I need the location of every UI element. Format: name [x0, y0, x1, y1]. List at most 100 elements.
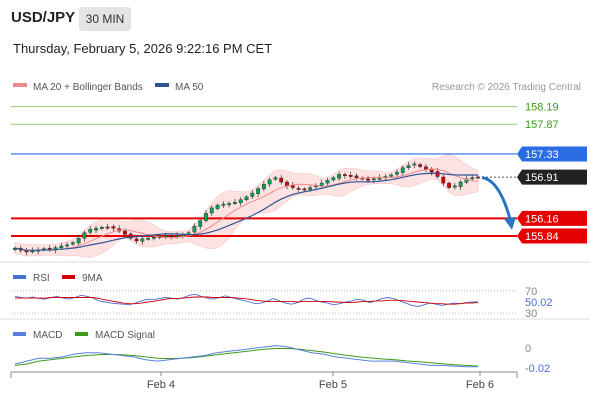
- x-tick-label: Feb 4: [147, 379, 175, 391]
- candle-body: [192, 225, 197, 233]
- timeframe-badge[interactable]: 30 MIN: [79, 7, 131, 31]
- candle-body: [366, 178, 370, 181]
- level-label-158-19: 158.19: [525, 102, 559, 114]
- candle-body: [441, 176, 446, 184]
- candle-body: [244, 196, 249, 200]
- candle-body: [470, 177, 475, 180]
- rsi-tick-70: 70: [525, 286, 537, 298]
- candles-group: [13, 161, 480, 256]
- candle-body: [123, 230, 127, 235]
- legend-swatch-ma50: [155, 83, 169, 87]
- candle-body: [418, 164, 423, 167]
- candle-body: [319, 182, 324, 186]
- macd-tick-0: 0: [525, 343, 531, 355]
- chart-header: USD/JPY 30 MIN: [0, 0, 590, 38]
- candle-body: [447, 182, 451, 188]
- candle-body: [140, 238, 145, 242]
- credit-text: Research © 2026 Trading Central: [432, 82, 581, 93]
- candle-body: [279, 177, 284, 183]
- x-tick-label: Feb 5: [319, 379, 347, 391]
- legend-label-macd: MACD: [33, 330, 62, 341]
- candle-body: [99, 227, 104, 229]
- candle-body: [261, 184, 266, 190]
- candle-body: [151, 236, 156, 239]
- legend-swatch-rsi-ma: [62, 275, 75, 279]
- candle-body: [400, 167, 405, 173]
- candle-body: [233, 202, 237, 204]
- candle-body: [198, 220, 203, 227]
- candle-body: [30, 250, 35, 253]
- candle-body: [88, 229, 93, 233]
- candle-body: [82, 232, 87, 239]
- candle-body: [348, 175, 353, 177]
- ma20-line: [14, 168, 479, 251]
- candle-body: [175, 235, 179, 237]
- candle-body: [337, 174, 341, 179]
- candle-body: [331, 177, 336, 181]
- candle-body: [221, 203, 226, 206]
- legend-label-rsi: RSI: [33, 273, 50, 284]
- macd-signal-line: [14, 348, 479, 367]
- candle-body: [371, 178, 376, 181]
- level-tag-156-16: [517, 210, 587, 226]
- candle-body: [209, 207, 214, 214]
- candle-body: [134, 238, 139, 242]
- candle-body: [180, 234, 185, 237]
- macd-current-label: -0.02: [525, 363, 550, 375]
- level-label-157-87: 157.87: [525, 119, 559, 131]
- candle-body: [342, 174, 347, 176]
- legend-swatch-rsi: [13, 275, 26, 279]
- candle-body: [395, 171, 399, 175]
- candle-body: [169, 235, 174, 237]
- forecast-arrow-shaft: [481, 176, 512, 220]
- candle-body: [215, 204, 220, 209]
- candle-body: [389, 174, 394, 177]
- candle-body: [256, 188, 260, 194]
- ma50-line: [14, 172, 478, 251]
- candle-body: [267, 179, 272, 185]
- candle-body: [273, 177, 278, 180]
- candle-body: [296, 188, 301, 190]
- candle-body: [227, 203, 232, 205]
- candle-body: [464, 178, 469, 183]
- macd-line: [14, 345, 478, 368]
- level-tag-155-84: [517, 228, 587, 244]
- legend-swatch-ma20: [13, 83, 27, 87]
- candle-body: [325, 180, 330, 184]
- candle-body: [204, 213, 208, 221]
- candle-body: [105, 226, 110, 229]
- candle-body: [76, 238, 81, 244]
- rsi-tick-30: 30: [525, 308, 537, 320]
- candle-body: [290, 185, 295, 188]
- candle-body: [458, 181, 463, 187]
- current-price-tag: [517, 169, 587, 185]
- candle-body: [128, 233, 133, 239]
- level-label-157-33: 157.33: [525, 149, 559, 161]
- rsi-current-label: 50.02: [525, 297, 553, 309]
- candle-body: [146, 238, 151, 240]
- rsi-line: [14, 293, 478, 307]
- legend-label-ma20: MA 20 + Bollinger Bands: [33, 82, 143, 93]
- legend-swatch-macd-signal: [75, 332, 88, 336]
- candle-body: [452, 185, 457, 188]
- candle-body: [65, 244, 69, 247]
- level-label-156-16: 156.16: [525, 213, 559, 225]
- legend-label-rsi-ma: 9MA: [82, 273, 103, 284]
- level-label-155-84: 155.84: [525, 231, 559, 243]
- candle-body: [302, 188, 307, 191]
- candle-body: [406, 165, 411, 168]
- candle-body: [59, 245, 64, 249]
- rsi-ma-line: [15, 296, 479, 305]
- legend-label-ma50: MA 50: [175, 82, 204, 93]
- timestamp: Thursday, February 5, 2026 9:22:16 PM CE…: [13, 41, 273, 56]
- level-tag-157-33: [517, 146, 587, 162]
- legend-label-macd-signal: MACD Signal: [95, 330, 155, 341]
- x-tick-label: Feb 6: [466, 379, 494, 391]
- candle-body: [70, 242, 75, 245]
- candle-body: [412, 163, 417, 166]
- symbol-title: USD/JPY: [11, 9, 76, 26]
- current-price-label: 156.91: [525, 172, 559, 184]
- candle-body: [308, 187, 313, 190]
- candle-body: [111, 226, 116, 229]
